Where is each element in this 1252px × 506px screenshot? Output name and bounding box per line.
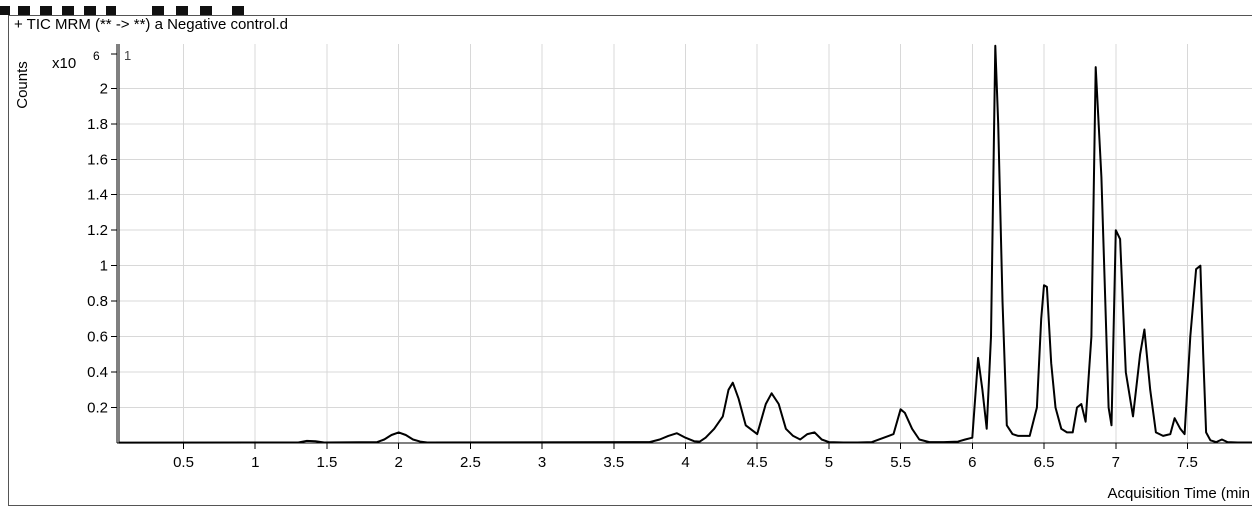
axes: [116, 44, 1252, 444]
x-tick-label: 1.5: [317, 454, 338, 471]
x-tick-label: 6: [968, 454, 976, 471]
x-tick-label: 2: [394, 454, 402, 471]
x-tick-label: 0.5: [173, 454, 194, 471]
x-tick-label: 6.5: [1034, 454, 1055, 471]
x-tick-label: 7: [1112, 454, 1120, 471]
x-tick-label: 5: [825, 454, 833, 471]
y-tick-label: 1.2: [87, 222, 108, 239]
y-tick-label: 2: [100, 80, 108, 97]
grid-lines: [119, 44, 1252, 443]
plot-title: + TIC MRM (** -> **) a Negative control.…: [14, 16, 288, 33]
y-tick-label: 1.8: [87, 116, 108, 133]
cropped-heading-glyphs: [0, 6, 244, 15]
y-exponent-label: 6: [93, 49, 100, 63]
x-tick-label: 2.5: [460, 454, 481, 471]
x-tick-label: 1: [251, 454, 259, 471]
x-axis-label: Acquisition Time (min: [1107, 485, 1250, 502]
x-tick-label: 3: [538, 454, 546, 471]
x-tick-label: 3.5: [603, 454, 624, 471]
x-tick-label: 4: [681, 454, 689, 471]
y-tick-label: 1: [100, 258, 108, 275]
panel-number: 1: [124, 48, 131, 63]
y-tick-label: 1.6: [87, 151, 108, 168]
tic-trace-series: [118, 44, 1252, 444]
x-tick-label: 5.5: [890, 454, 911, 471]
tick-marks: [111, 53, 1188, 449]
y-tick-label: 1.4: [87, 187, 108, 204]
cropped-heading-strip: [0, 0, 1252, 15]
y-tick-label: 0.2: [87, 400, 108, 417]
y-tick-label: 0.6: [87, 329, 108, 346]
tick-labels: 0.5 1 1.5 2 2.5 3 3.5 4 4.5 5 5.5 6 6.5 7 7.5 0.2 0.4 0.6…: [87, 80, 1198, 471]
x-tick-label: 4.5: [747, 454, 768, 471]
x-tick-label: 7.5: [1177, 454, 1198, 471]
y-tick-label: 0.8: [87, 293, 108, 310]
y-multiplier-label: x10: [52, 55, 76, 72]
y-tick-label: 0.4: [87, 364, 108, 381]
